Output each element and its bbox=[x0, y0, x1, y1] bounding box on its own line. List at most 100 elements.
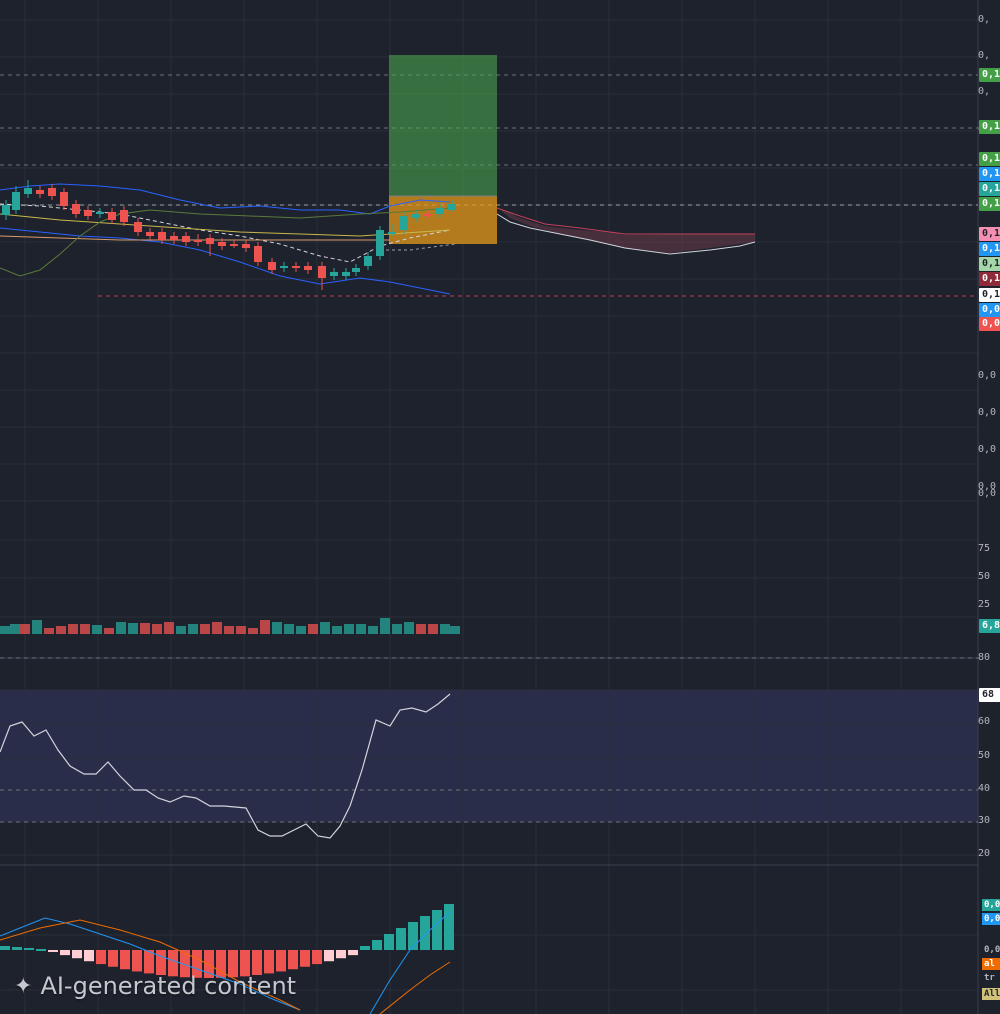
candle-down bbox=[170, 236, 178, 240]
macd-bar-negative bbox=[108, 950, 118, 967]
candle-up bbox=[364, 256, 372, 266]
candle-up bbox=[2, 205, 10, 215]
price-tag: 0,1 bbox=[979, 182, 1000, 196]
price-tag: 0,1 bbox=[979, 272, 1000, 286]
macd-axis-tag: al bbox=[982, 958, 1000, 970]
candle-down bbox=[36, 190, 44, 194]
macd-bar-negative bbox=[72, 950, 82, 959]
price-tag: 0,0 bbox=[979, 317, 1000, 331]
volume-bar bbox=[56, 626, 66, 634]
candle-down bbox=[194, 240, 202, 242]
volume-bar bbox=[450, 626, 460, 634]
volume-bar bbox=[176, 626, 186, 634]
macd-bar-negative bbox=[276, 950, 286, 972]
candle-down bbox=[146, 232, 154, 236]
volume-bar bbox=[200, 624, 210, 634]
macd-bar-negative bbox=[336, 950, 346, 959]
candle-down bbox=[182, 236, 190, 242]
price-tag: 0,1 bbox=[979, 227, 1000, 241]
candle-down bbox=[84, 210, 92, 216]
cloud-span-b bbox=[496, 213, 756, 255]
projection-line bbox=[380, 243, 456, 251]
candle-down bbox=[60, 192, 68, 206]
rsi-axis-label: 20 bbox=[978, 848, 991, 859]
volume-bar bbox=[404, 622, 414, 634]
candle-down bbox=[230, 244, 238, 246]
volume-bar bbox=[212, 622, 222, 634]
macd-bar-negative bbox=[216, 950, 226, 978]
candle-down bbox=[304, 266, 312, 270]
volume-current-tag: 6,8 bbox=[979, 619, 1000, 633]
volume-bar bbox=[128, 623, 138, 634]
candle-up bbox=[412, 214, 420, 218]
volume-bar bbox=[284, 624, 294, 634]
bollinger-upper bbox=[0, 183, 451, 215]
macd-line-recent bbox=[369, 911, 451, 1014]
macd-bar-positive bbox=[432, 910, 442, 950]
price-axis-label: 0,0 bbox=[978, 370, 997, 381]
price-tag: 0,1 bbox=[979, 120, 1000, 134]
macd-bar-positive bbox=[384, 934, 394, 950]
volume-bar bbox=[188, 624, 198, 634]
candle-down bbox=[206, 238, 214, 244]
candle-up bbox=[436, 208, 444, 214]
volume-bar bbox=[272, 622, 282, 634]
price-axis-label: 0, bbox=[978, 50, 991, 61]
volume-bar bbox=[392, 624, 402, 634]
macd-axis-tag: tr bbox=[982, 972, 1000, 984]
moving-average-yellow bbox=[0, 213, 451, 237]
volume-bar bbox=[10, 624, 20, 634]
rsi-current-tag: 68 bbox=[979, 688, 1000, 702]
rsi-axis-label: 50 bbox=[978, 750, 991, 761]
candle-up bbox=[12, 192, 20, 210]
macd-bar-negative bbox=[144, 950, 154, 974]
ichimoku-cloud bbox=[497, 207, 755, 253]
macd-bar-positive bbox=[444, 904, 454, 950]
volume-bar bbox=[224, 626, 234, 634]
sparkle-icon: ✦ bbox=[14, 973, 33, 999]
candle-down bbox=[120, 210, 128, 222]
candle-down bbox=[318, 266, 326, 278]
volume-bar bbox=[20, 624, 30, 634]
cloud-span-a bbox=[496, 207, 755, 235]
macd-axis-tag: 0,0 bbox=[982, 899, 1000, 911]
volume-bar bbox=[344, 624, 354, 634]
macd-bar-positive bbox=[24, 948, 34, 950]
volume-bar bbox=[152, 624, 162, 634]
volume-bar bbox=[428, 624, 438, 634]
price-tag: 0,1 bbox=[979, 197, 1000, 211]
volume-bar bbox=[296, 626, 306, 634]
candle-down bbox=[218, 242, 226, 246]
price-tag: 0,1 bbox=[979, 242, 1000, 256]
candle-down bbox=[292, 266, 300, 268]
macd-bar-negative bbox=[60, 950, 70, 956]
candle-down bbox=[268, 262, 276, 270]
macd-bar-negative bbox=[252, 950, 262, 976]
candle-up bbox=[376, 230, 384, 256]
candle-up bbox=[342, 272, 350, 276]
volume-bar bbox=[236, 626, 246, 634]
price-axis-label: 0,0 bbox=[978, 488, 997, 499]
candle-up bbox=[330, 272, 338, 276]
target-zone bbox=[389, 55, 497, 196]
macd-axis-tag: 0,0 bbox=[982, 944, 1000, 956]
macd-axis-tag: All bbox=[982, 988, 1000, 1000]
candle-up bbox=[448, 204, 456, 210]
macd-bar-negative bbox=[48, 950, 58, 952]
candle-up bbox=[352, 268, 360, 272]
watermark-text: AI-generated content bbox=[40, 972, 297, 1000]
macd-bar-positive bbox=[0, 946, 10, 950]
macd-bar-negative bbox=[84, 950, 94, 962]
volume-bar bbox=[356, 624, 366, 634]
ai-watermark: ✦ AI-generated content bbox=[14, 972, 296, 1000]
macd-bar-positive bbox=[408, 922, 418, 950]
candle-down bbox=[254, 246, 262, 262]
macd-bar-positive bbox=[360, 946, 370, 950]
macd-bar-negative bbox=[300, 950, 310, 967]
macd-bar-negative bbox=[228, 950, 238, 978]
macd-bar-negative bbox=[120, 950, 130, 970]
rsi-axis-label: 40 bbox=[978, 783, 991, 794]
price-axis-label: 0,0 bbox=[978, 444, 997, 455]
macd-bar-negative bbox=[264, 950, 274, 974]
